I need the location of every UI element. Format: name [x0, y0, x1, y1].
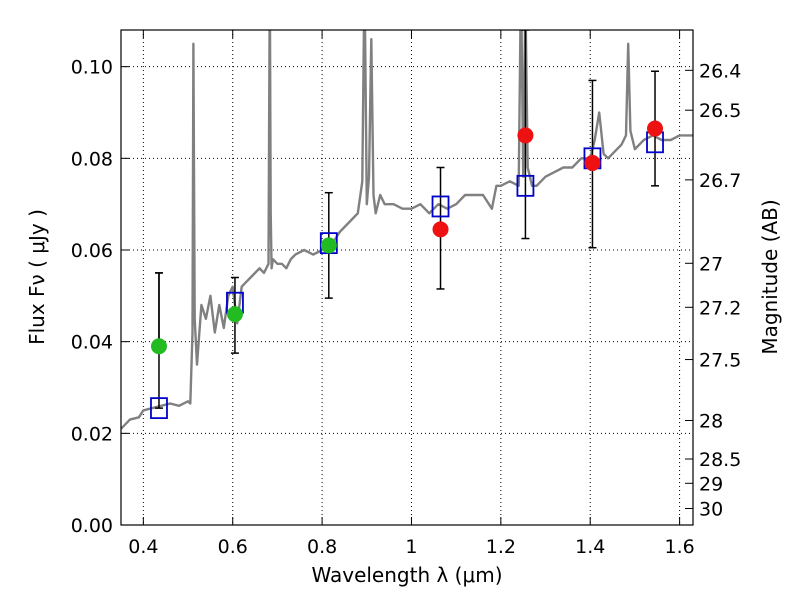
y-tick-label: 0.10 — [71, 57, 113, 79]
x-tick-label: 0.4 — [128, 536, 158, 558]
x-tick-label: 1.6 — [664, 536, 694, 558]
right-tick-label: 28 — [699, 411, 723, 433]
synthetic-flux-square — [150, 397, 168, 420]
observed-flux-point — [432, 221, 449, 238]
y-tick-label: 0.00 — [71, 515, 113, 537]
y-tick-label: 0.06 — [71, 240, 113, 262]
right-tick-label: 26.5 — [699, 100, 741, 122]
observed-flux-point — [584, 154, 601, 171]
x-tick-label: 1.4 — [575, 536, 605, 558]
y-axis-title: Flux Fν ( μJy ) — [25, 209, 49, 345]
right-tick-label: 27.5 — [699, 350, 741, 372]
observed-flux-point — [226, 306, 243, 323]
x-tick-label: 0.8 — [307, 536, 337, 558]
x-tick-label: 1 — [405, 536, 417, 558]
y-tick-label: 0.08 — [71, 148, 113, 170]
right-tick-label: 30 — [699, 499, 723, 521]
plot-frame — [120, 29, 694, 526]
right-tick-label: 27 — [699, 253, 723, 275]
right-tick-label: 29 — [699, 473, 723, 495]
observed-flux-point — [647, 120, 664, 137]
x-tick-label: 1.2 — [486, 536, 516, 558]
plot-background — [121, 30, 693, 525]
y-tick-label: 0.04 — [71, 332, 113, 354]
observed-flux-point — [150, 338, 167, 355]
y-tick-label: 0.02 — [71, 423, 113, 445]
ticks: 0.4 0.6 0.8 1 1.2 1.4 1.6 0.00 0.02 0.04 0.06 0.08 0… — [71, 30, 741, 558]
x-axis-title: Wavelength λ (μm) — [311, 563, 502, 587]
observed-flux-point — [320, 237, 337, 254]
right-tick-label: 27.2 — [699, 297, 741, 319]
series-layer — [121, 30, 693, 430]
right-axis-title: Magnitude (AB) — [758, 199, 782, 354]
synthetic-flux-square — [516, 174, 535, 197]
observed-flux-point — [517, 127, 534, 144]
synthetic-flux-square — [431, 195, 450, 218]
right-tick-label: 26.7 — [699, 170, 741, 192]
right-tick-label: 26.4 — [699, 60, 741, 82]
right-tick-label: 28.5 — [699, 449, 741, 471]
x-tick-label: 0.6 — [218, 536, 248, 558]
